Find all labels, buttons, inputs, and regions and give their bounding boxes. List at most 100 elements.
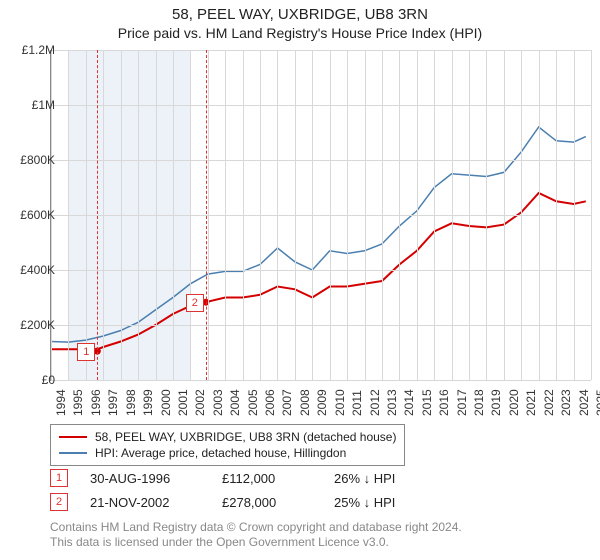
gridline-h	[51, 270, 591, 271]
x-tick-label: 1995	[71, 389, 85, 416]
x-tick-label: 2011	[350, 390, 364, 416]
x-tick-label: 2023	[559, 389, 573, 416]
gridline-v	[260, 50, 261, 380]
gridline-v	[330, 50, 331, 380]
figure: 58, PEEL WAY, UXBRIDGE, UB8 3RN Price pa…	[0, 0, 600, 560]
gridline-v	[312, 50, 313, 380]
x-tick-label: 2020	[507, 389, 521, 416]
legend-item: HPI: Average price, detached house, Hill…	[59, 445, 396, 461]
x-tick-label: 2005	[246, 389, 260, 416]
x-tick-label: 2015	[420, 389, 434, 416]
x-tick-label: 2007	[280, 389, 294, 416]
event-price: £112,000	[222, 471, 312, 486]
gridline-v	[504, 50, 505, 380]
gridline-v	[382, 50, 383, 380]
x-tick-label: 2016	[437, 389, 451, 416]
chart-title: 58, PEEL WAY, UXBRIDGE, UB8 3RN	[0, 0, 600, 23]
x-tick-label: 2001	[176, 389, 190, 416]
gridline-v	[521, 50, 522, 380]
gridline-h	[51, 215, 591, 216]
x-tick-label: 2009	[315, 389, 329, 416]
gridline-v	[156, 50, 157, 380]
x-tick-label: 2008	[298, 389, 312, 416]
event-price: £278,000	[222, 495, 312, 510]
gridline-v	[208, 50, 209, 380]
gridline-v	[347, 50, 348, 380]
y-tick-label: £1M	[7, 98, 55, 112]
footnote-line: Contains HM Land Registry data © Crown c…	[50, 520, 462, 535]
event-row: 1 30-AUG-1996 £112,000 26% ↓ HPI	[50, 466, 395, 490]
x-tick-label: 1998	[124, 389, 138, 416]
gridline-h	[51, 380, 591, 381]
gridline-v	[173, 50, 174, 380]
x-tick-label: 1994	[54, 389, 68, 416]
event-date: 30-AUG-1996	[90, 471, 200, 486]
gridline-v	[365, 50, 366, 380]
gridline-h	[51, 105, 591, 106]
gridline-h	[51, 160, 591, 161]
x-tick-label: 2010	[333, 389, 347, 416]
x-tick-label: 1997	[106, 389, 120, 416]
x-tick-label: 2000	[159, 389, 173, 416]
x-tick-label: 2021	[524, 389, 538, 416]
gridline-v	[539, 50, 540, 380]
event-marker: 2	[50, 493, 68, 511]
x-tick-label: 2002	[193, 389, 207, 416]
y-tick-label: £200K	[7, 318, 55, 332]
gridline-v	[591, 50, 592, 380]
legend-label: HPI: Average price, detached house, Hill…	[95, 446, 346, 460]
legend-swatch	[59, 436, 87, 438]
y-tick-label: £0	[7, 373, 55, 387]
y-tick-label: £800K	[7, 153, 55, 167]
x-tick-label: 2012	[368, 389, 382, 416]
y-tick-label: £400K	[7, 263, 55, 277]
gridline-v	[295, 50, 296, 380]
gridline-v	[86, 50, 87, 380]
event-date: 21-NOV-2002	[90, 495, 200, 510]
callout-line	[206, 50, 207, 380]
gridline-v	[434, 50, 435, 380]
event-row: 2 21-NOV-2002 £278,000 25% ↓ HPI	[50, 490, 395, 514]
x-tick-label: 2018	[472, 389, 486, 416]
gridline-v	[486, 50, 487, 380]
callout-box: 1	[77, 343, 95, 361]
gridline-v	[399, 50, 400, 380]
x-tick-label: 2019	[489, 389, 503, 416]
gridline-v	[452, 50, 453, 380]
x-tick-label: 1999	[141, 389, 155, 416]
legend-label: 58, PEEL WAY, UXBRIDGE, UB8 3RN (detache…	[95, 430, 396, 444]
x-tick-label: 2024	[577, 389, 591, 416]
event-delta: 25% ↓ HPI	[334, 495, 395, 510]
x-tick-label: 2013	[385, 389, 399, 416]
gridline-v	[190, 50, 191, 380]
events-table: 1 30-AUG-1996 £112,000 26% ↓ HPI 2 21-NO…	[50, 466, 395, 514]
gridline-h	[51, 50, 591, 51]
gridline-v	[225, 50, 226, 380]
callout-box: 2	[186, 294, 204, 312]
chart-subtitle: Price paid vs. HM Land Registry's House …	[0, 23, 600, 41]
gridline-v	[277, 50, 278, 380]
gridline-v	[68, 50, 69, 380]
x-tick-label: 2017	[455, 389, 469, 416]
callout-line	[97, 50, 98, 380]
event-marker: 1	[50, 469, 68, 487]
x-tick-label: 2025	[594, 389, 600, 416]
footnote-line: This data is licensed under the Open Gov…	[50, 535, 462, 550]
x-tick-label: 2014	[402, 389, 416, 416]
gridline-v	[243, 50, 244, 380]
x-tick-label: 2004	[228, 389, 242, 416]
footnote: Contains HM Land Registry data © Crown c…	[50, 520, 462, 550]
gridline-v	[103, 50, 104, 380]
legend: 58, PEEL WAY, UXBRIDGE, UB8 3RN (detache…	[50, 424, 405, 466]
gridline-v	[121, 50, 122, 380]
x-tick-label: 2003	[211, 389, 225, 416]
legend-swatch	[59, 452, 87, 454]
legend-item: 58, PEEL WAY, UXBRIDGE, UB8 3RN (detache…	[59, 429, 396, 445]
gridline-v	[469, 50, 470, 380]
plot-area: 12	[50, 50, 591, 381]
gridline-v	[417, 50, 418, 380]
gridline-h	[51, 325, 591, 326]
event-delta: 26% ↓ HPI	[334, 471, 395, 486]
gridline-v	[556, 50, 557, 380]
y-tick-label: £1.2M	[7, 43, 55, 57]
